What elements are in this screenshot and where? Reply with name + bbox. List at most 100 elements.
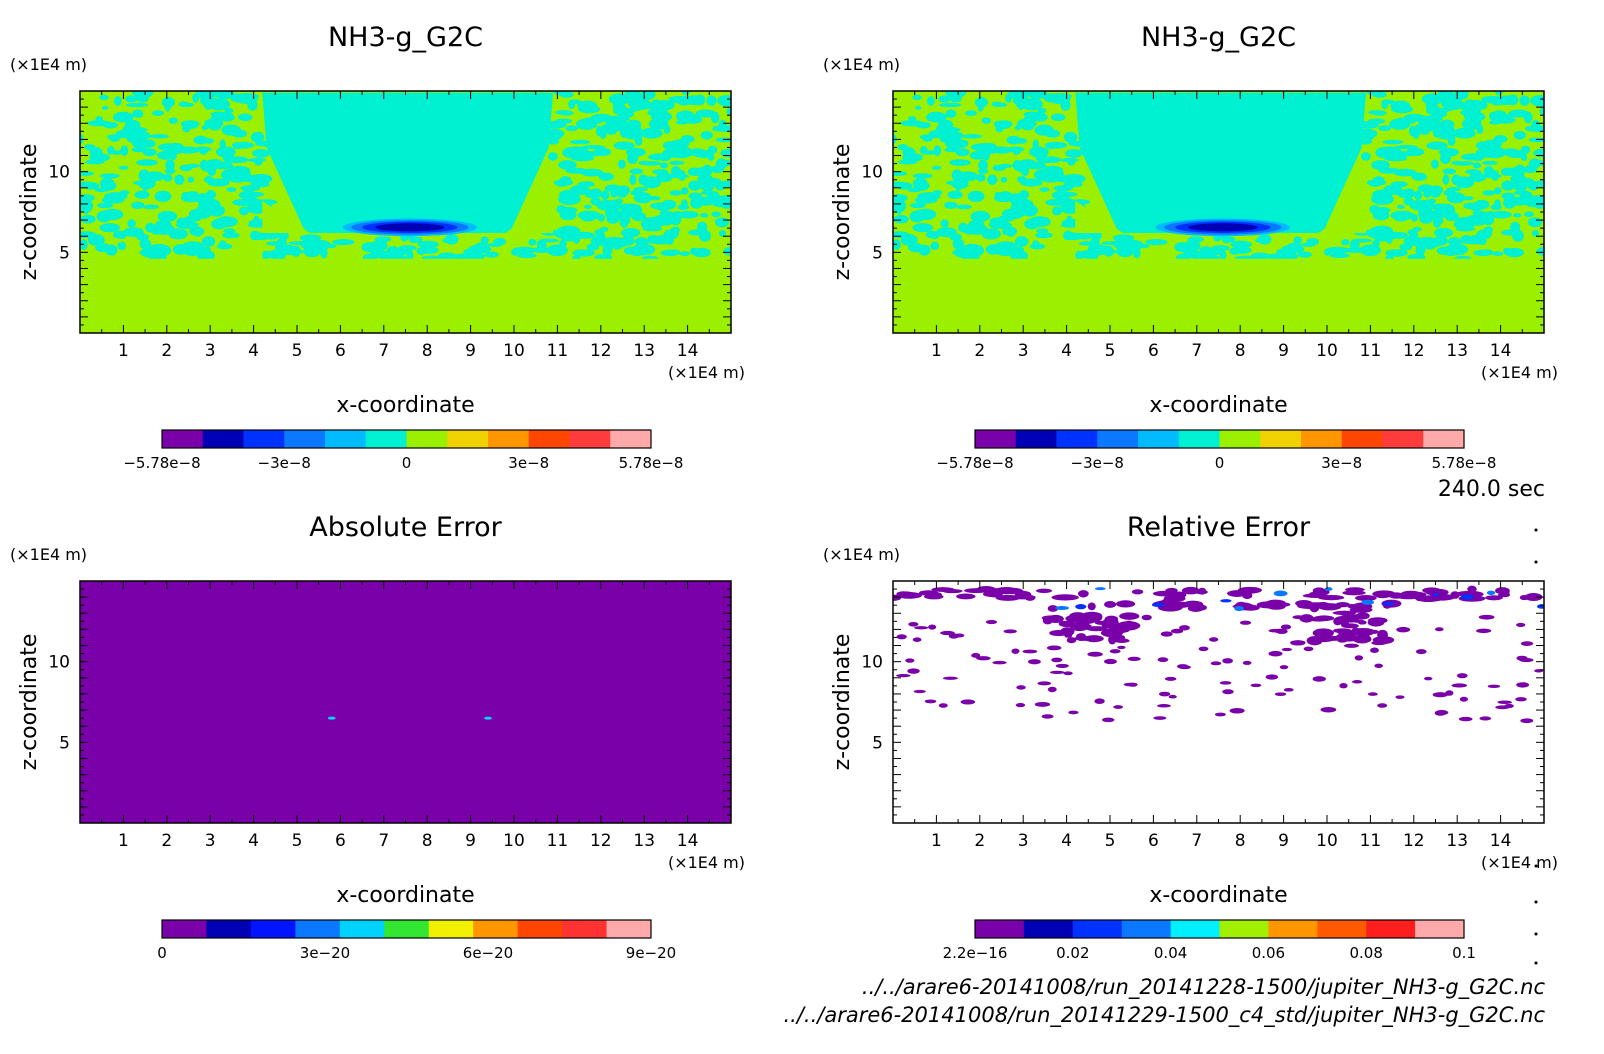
error-blob: [1458, 716, 1473, 722]
error-blob: [1519, 657, 1534, 663]
x-tick-label: 7: [1191, 831, 1202, 851]
field-blob: [161, 97, 176, 108]
field-blob: [1461, 196, 1474, 201]
colorbar-label: 0: [1215, 454, 1225, 472]
field-blob: [987, 174, 998, 185]
field-blob: [251, 232, 270, 241]
field-blob: [962, 134, 982, 139]
field-blob: [1112, 234, 1135, 242]
x-tick-label: 14: [1490, 341, 1512, 361]
error-blob: [1303, 646, 1314, 652]
field-blob: [480, 236, 489, 245]
colorbar-swatch: [528, 430, 570, 448]
field-blob: [224, 107, 234, 114]
field-blob: [538, 238, 560, 243]
field-blob: [89, 153, 110, 162]
field-blob: [484, 251, 499, 258]
field-blob: [1531, 230, 1540, 237]
field-blob: [1014, 125, 1022, 131]
error-blob: [1342, 590, 1366, 596]
error-blob: [976, 656, 991, 661]
error-blob: [1434, 627, 1444, 632]
field-blob: [136, 94, 149, 103]
field-blob: [617, 108, 636, 114]
colorbar-swatch: [1170, 920, 1220, 938]
error-blob: [1487, 684, 1501, 689]
field-blob: [1385, 231, 1409, 239]
field-blob: [980, 142, 998, 155]
field-blob: [640, 127, 663, 139]
field-blob: [1472, 210, 1488, 216]
y-axis-label: z-coordinate: [830, 634, 855, 771]
field-blob: [598, 148, 605, 157]
field-blob: [231, 129, 248, 138]
field-blob: [232, 198, 255, 207]
field-blob: [710, 165, 725, 174]
field-blob: [1007, 228, 1015, 237]
error-blob: [1349, 619, 1365, 623]
field-blob: [332, 238, 355, 246]
field-blob: [1442, 168, 1457, 175]
field-blob: [1433, 125, 1456, 138]
field-blob: [453, 253, 472, 260]
field-blob: [707, 154, 715, 161]
x-tick-label: 5: [1105, 341, 1116, 361]
field-blob: [139, 238, 152, 250]
central-region: [1075, 92, 1367, 233]
field-blob: [700, 130, 713, 140]
field-blob: [1341, 239, 1350, 246]
field-blob: [1512, 229, 1524, 242]
colorbar-label: 9e−20: [626, 944, 676, 962]
error-blob: [1011, 648, 1020, 654]
field-blob: [677, 210, 699, 219]
field-blob: [1351, 238, 1373, 243]
field-blob: [1028, 91, 1048, 100]
field-blob: [1024, 114, 1033, 123]
field-blob: [416, 247, 427, 255]
field-blob: [680, 187, 689, 195]
colorbar-swatch: [1301, 430, 1343, 448]
error-blob: [1318, 634, 1331, 640]
field-blob: [919, 134, 935, 140]
error-blob: [1312, 631, 1324, 636]
field-blob: [1395, 117, 1406, 128]
colorbar-swatch: [1415, 920, 1465, 938]
error-blob: [1432, 692, 1448, 698]
error-blob: [912, 637, 922, 642]
error-blob: [1209, 637, 1219, 642]
field-background: [893, 581, 1544, 823]
field-blob: [400, 235, 409, 242]
field-blob: [648, 196, 661, 201]
error-highlight: [1094, 587, 1106, 591]
colorbar-label: 3e−8: [1321, 454, 1362, 472]
field-blob: [238, 190, 258, 200]
colorbar-swatch: [1023, 920, 1074, 938]
lens-contour: [1188, 223, 1258, 232]
error-blob: [1395, 695, 1405, 699]
x-tick-label: 10: [1316, 341, 1338, 361]
error-highlight: [1151, 602, 1165, 607]
error-blob: [1351, 680, 1363, 684]
field-blob: [613, 141, 635, 150]
field-blob: [700, 212, 709, 218]
field-blob: [675, 111, 684, 121]
error-blob: [1242, 660, 1252, 665]
colorbar-frame: [161, 429, 652, 449]
error-blob: [1169, 601, 1192, 607]
field-blob: [1432, 236, 1448, 246]
field-blob: [1460, 235, 1472, 241]
field-blob: [1409, 125, 1416, 137]
field-blob: [1372, 91, 1387, 98]
error-blob: [956, 593, 976, 600]
error-blob: [1515, 697, 1527, 702]
field-blob: [669, 227, 680, 239]
error-blob: [1042, 617, 1053, 625]
field-blob: [1434, 227, 1454, 238]
field-blob: [604, 184, 621, 193]
field-blob: [1513, 130, 1526, 140]
error-blob: [1041, 714, 1054, 719]
field-blob: [978, 159, 988, 171]
error-blob: [1497, 700, 1512, 705]
